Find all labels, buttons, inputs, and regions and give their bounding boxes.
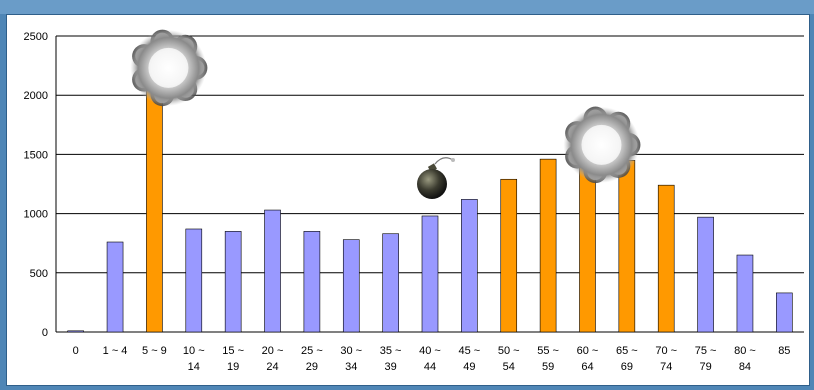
bar [224, 231, 242, 333]
x-tick-label: 5 ~ 9 [142, 345, 167, 357]
bar [421, 215, 439, 333]
bar [264, 209, 281, 333]
x-axis-ticks: 0 1 ~ 4 5 ~ 9 10 ~14 15 ~19 20 ~24 25 ~29 30 ~3… [73, 345, 791, 373]
bomb-icon [417, 157, 455, 199]
y-tick-label: 2000 [24, 90, 48, 102]
bar-highlighted [500, 178, 518, 333]
x-tick-label: 45 ~49 [459, 345, 481, 373]
decorations [130, 29, 641, 199]
bar-highlighted [146, 73, 163, 333]
bars [67, 73, 793, 333]
bar [106, 241, 124, 333]
y-tick-label: 2500 [24, 31, 48, 43]
bar [303, 231, 321, 333]
y-tick-label: 1000 [24, 209, 48, 221]
x-tick-label: 65 ~69 [616, 345, 638, 373]
bar [382, 233, 399, 333]
x-tick-label: 15 ~19 [222, 345, 244, 373]
x-tick-label: 20 ~24 [262, 345, 284, 373]
bar-highlighted [657, 184, 675, 333]
x-tick-label: 50 ~54 [498, 345, 520, 373]
explosion-icon [130, 29, 208, 107]
bar [736, 254, 754, 333]
explosion-icon [563, 106, 641, 184]
x-tick-label: 10 ~14 [183, 345, 205, 373]
x-tick-label: 75 ~79 [695, 345, 717, 373]
x-tick-label: 80 ~84 [734, 345, 756, 373]
x-tick-label: 25 ~29 [301, 345, 323, 373]
bar [776, 292, 793, 333]
x-tick-label: 35 ~39 [380, 345, 402, 373]
bar [67, 330, 84, 333]
bar [461, 199, 478, 333]
x-tick-label: 40 ~44 [419, 345, 441, 373]
bar-chart: 0 500 1000 1500 2000 2500 0 1 ~ 4 5 ~ 9 10 ~14 15… [24, 29, 804, 373]
x-tick-label: 30 ~34 [340, 345, 362, 373]
bar [185, 228, 203, 333]
y-tick-label: 500 [30, 268, 48, 280]
y-axis-ticks: 0 500 1000 1500 2000 2500 [24, 31, 48, 339]
y-tick-label: 1500 [24, 149, 48, 161]
x-tick-label: 70 ~74 [655, 345, 677, 373]
x-tick-label: 85 [778, 345, 790, 357]
x-tick-label: 60 ~64 [577, 345, 599, 373]
x-tick-label: 0 [73, 345, 79, 357]
bar-highlighted [539, 158, 557, 333]
bar [342, 239, 360, 333]
x-tick-label: 1 ~ 4 [103, 345, 128, 357]
bar [697, 216, 714, 333]
bar-highlighted [618, 160, 636, 333]
y-tick-label: 0 [42, 327, 48, 339]
chart-panel: 0 500 1000 1500 2000 2500 0 1 ~ 4 5 ~ 9 10 ~14 15… [6, 14, 810, 386]
x-tick-label: 55 ~59 [537, 345, 559, 373]
